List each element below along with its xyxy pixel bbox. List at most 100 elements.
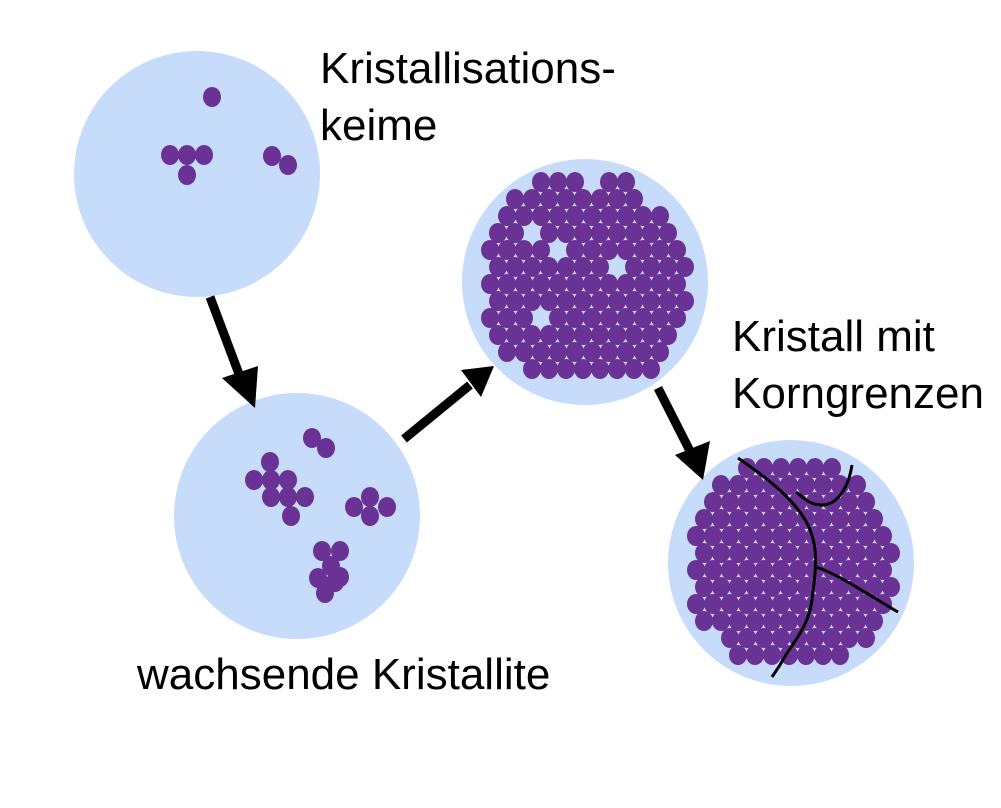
atom <box>634 274 652 294</box>
atom <box>780 475 798 495</box>
atom <box>498 342 516 362</box>
atom <box>532 342 550 362</box>
atom-group-large <box>481 172 694 379</box>
atom <box>557 257 575 277</box>
atom <box>557 325 575 345</box>
atom <box>729 577 747 597</box>
atom <box>814 475 832 495</box>
atom <box>738 594 756 614</box>
atom <box>617 342 635 362</box>
atom <box>523 359 541 379</box>
atom <box>857 526 875 546</box>
atom <box>687 526 705 546</box>
atom <box>506 223 524 243</box>
atom <box>313 541 331 561</box>
arrow-2-to-3 <box>401 366 494 443</box>
atom <box>814 543 832 563</box>
stage-nuclei <box>74 51 320 297</box>
atom <box>566 308 584 328</box>
atom <box>712 509 730 529</box>
atom <box>540 189 558 209</box>
atom <box>797 543 815 563</box>
atom <box>797 475 815 495</box>
atom <box>780 509 798 529</box>
atom <box>557 291 575 311</box>
atom <box>331 541 349 561</box>
atom <box>566 206 584 226</box>
atom <box>882 577 900 597</box>
atom <box>772 526 790 546</box>
atom <box>489 291 507 311</box>
atom <box>814 577 832 597</box>
atom <box>540 359 558 379</box>
atom <box>617 172 635 192</box>
atom <box>659 223 677 243</box>
atom <box>303 428 321 448</box>
atom <box>823 628 841 648</box>
atom <box>608 325 626 345</box>
atom <box>755 594 773 614</box>
atom <box>642 291 660 311</box>
atom <box>178 165 196 185</box>
atom <box>651 308 669 328</box>
atom <box>625 325 643 345</box>
atom <box>651 206 669 226</box>
atom <box>746 645 764 665</box>
atom <box>532 206 550 226</box>
atom <box>583 308 601 328</box>
atom <box>600 206 618 226</box>
atom <box>642 257 660 277</box>
atom <box>617 206 635 226</box>
atom <box>583 274 601 294</box>
atom <box>549 342 567 362</box>
atom <box>729 611 747 631</box>
atom <box>857 594 875 614</box>
atom <box>574 359 592 379</box>
atom <box>523 189 541 209</box>
atom <box>865 543 883 563</box>
arrow-3-to-4 <box>653 385 710 480</box>
atom <box>746 475 764 495</box>
atom <box>591 189 609 209</box>
atom <box>634 240 652 260</box>
atom <box>515 206 533 226</box>
atom <box>489 257 507 277</box>
atom <box>721 526 739 546</box>
atom <box>625 257 643 277</box>
atom <box>659 257 677 277</box>
atom <box>865 611 883 631</box>
label-nuclei-line-1: Kristallisations- <box>320 44 616 93</box>
label-polycrystal-line-2: Korngrenzen <box>732 369 984 419</box>
atom <box>506 189 524 209</box>
atom <box>523 257 541 277</box>
atom <box>532 274 550 294</box>
atom <box>642 325 660 345</box>
atom <box>712 543 730 563</box>
atom <box>772 594 790 614</box>
atom <box>729 509 747 529</box>
atom <box>687 560 705 580</box>
atom <box>789 594 807 614</box>
atom <box>874 560 892 580</box>
atom <box>263 146 281 166</box>
atom <box>617 274 635 294</box>
atom <box>279 487 297 507</box>
atom <box>549 274 567 294</box>
atom <box>695 509 713 529</box>
atom <box>279 155 297 175</box>
caption-growing-crystallites: wachsende Kristallite <box>137 650 551 699</box>
atom <box>738 492 756 512</box>
grain-boundary-line <box>795 464 854 507</box>
atom <box>540 291 558 311</box>
atom <box>857 492 875 512</box>
atom <box>583 240 601 260</box>
atom <box>738 458 756 478</box>
stage-circle-nuclei <box>74 51 320 297</box>
atom <box>506 325 524 345</box>
atom <box>823 526 841 546</box>
atom <box>857 628 875 648</box>
atom <box>591 257 609 277</box>
atom <box>676 257 694 277</box>
atom <box>823 458 841 478</box>
atom <box>261 452 279 472</box>
